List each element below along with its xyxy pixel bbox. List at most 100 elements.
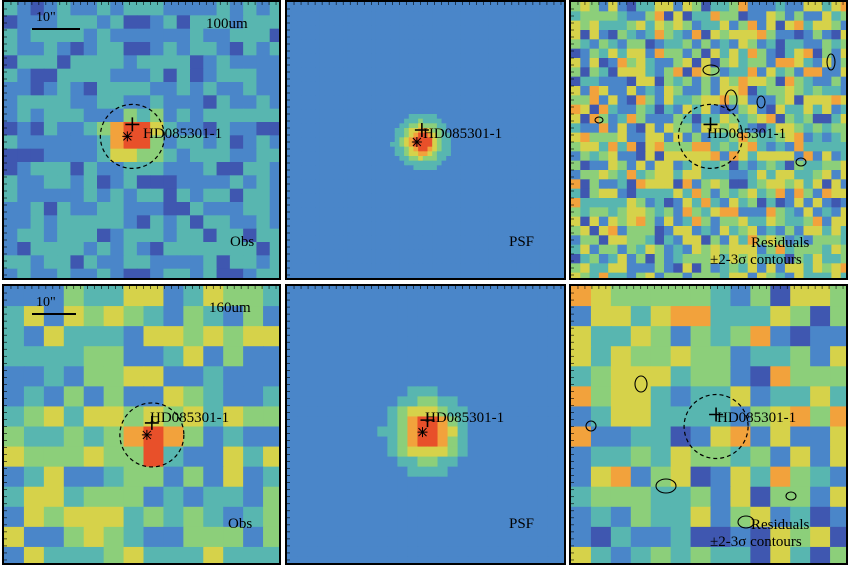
pixel	[479, 156, 485, 162]
pixel	[338, 90, 344, 96]
pixel	[455, 90, 461, 96]
pixel	[521, 123, 527, 129]
pixel	[216, 135, 231, 150]
pixel	[558, 118, 564, 124]
pixel	[385, 62, 391, 68]
pixel	[474, 198, 480, 204]
pixel	[822, 76, 832, 87]
pixel	[598, 142, 609, 152]
pixel	[691, 114, 702, 124]
pixel	[287, 277, 293, 278]
pixel	[256, 148, 271, 163]
pixel	[450, 67, 457, 73]
pixel	[493, 11, 499, 17]
pixel	[352, 202, 358, 208]
pixel	[427, 114, 433, 120]
pixel	[502, 123, 508, 129]
pixel	[310, 25, 316, 31]
pixel	[803, 67, 814, 78]
pixel	[343, 25, 349, 31]
pixel	[553, 188, 560, 194]
pixel	[329, 128, 335, 134]
pixel	[436, 95, 443, 101]
pixel	[399, 62, 405, 68]
pixel	[608, 160, 619, 171]
pixel	[626, 11, 637, 22]
pixel	[446, 146, 452, 152]
pixel	[636, 142, 646, 152]
pixel	[371, 95, 377, 101]
pixel	[404, 207, 410, 213]
pixel	[366, 76, 372, 82]
pixel	[479, 188, 485, 194]
pixel	[516, 226, 522, 232]
pixel	[310, 165, 316, 171]
pixel	[333, 34, 340, 40]
pixel	[488, 230, 494, 236]
pixel	[319, 184, 326, 190]
pixel	[549, 198, 555, 204]
pixel	[488, 104, 494, 110]
pixel	[558, 230, 564, 236]
pixel	[775, 30, 786, 40]
pixel	[97, 68, 111, 83]
pixel	[654, 104, 665, 115]
pixel	[361, 268, 368, 274]
pixel	[413, 95, 419, 101]
pixel	[432, 156, 438, 162]
pixel	[110, 95, 125, 110]
pixel	[352, 128, 358, 134]
pixel	[190, 215, 204, 230]
pixel	[399, 151, 405, 157]
pixel	[441, 216, 447, 222]
pixel	[521, 20, 527, 26]
pixel	[525, 240, 532, 246]
pixel	[390, 170, 396, 176]
pixel	[296, 16, 302, 22]
pixel	[343, 30, 349, 36]
pixel	[507, 48, 513, 54]
pixel	[343, 132, 349, 138]
pixel	[136, 2, 151, 16]
pixel	[479, 62, 485, 68]
pixel	[380, 44, 386, 50]
pixel	[608, 2, 619, 12]
pixel	[361, 81, 368, 87]
pixel	[301, 72, 307, 78]
pixel	[301, 160, 307, 166]
pixel	[450, 2, 457, 8]
pixel	[375, 263, 382, 269]
pixel	[310, 123, 316, 129]
pixel	[305, 221, 312, 227]
pixel	[371, 207, 377, 213]
pixel	[479, 170, 485, 176]
pixel	[418, 174, 424, 180]
pixel	[436, 104, 443, 110]
pixel	[507, 151, 513, 157]
pixel	[549, 170, 555, 176]
pixel	[654, 67, 665, 78]
pixel	[361, 151, 368, 157]
pixel	[305, 174, 312, 180]
pixel	[432, 235, 438, 241]
pixel	[493, 20, 499, 26]
pixel	[455, 20, 461, 26]
pixel	[333, 72, 340, 78]
pixel	[338, 30, 344, 36]
pixel	[375, 6, 382, 12]
pixel	[747, 58, 758, 68]
pixel	[479, 235, 485, 241]
pixel	[371, 128, 377, 134]
pixel	[338, 39, 344, 45]
pixel	[436, 118, 443, 124]
pixel	[544, 128, 550, 134]
pixel	[436, 25, 443, 31]
pixel	[589, 20, 600, 31]
pixel	[57, 95, 72, 110]
pixel	[413, 179, 419, 185]
pixel	[203, 95, 218, 110]
pixel	[464, 95, 471, 101]
pixel	[488, 226, 494, 232]
pixel	[394, 11, 400, 17]
pixel	[30, 188, 45, 203]
